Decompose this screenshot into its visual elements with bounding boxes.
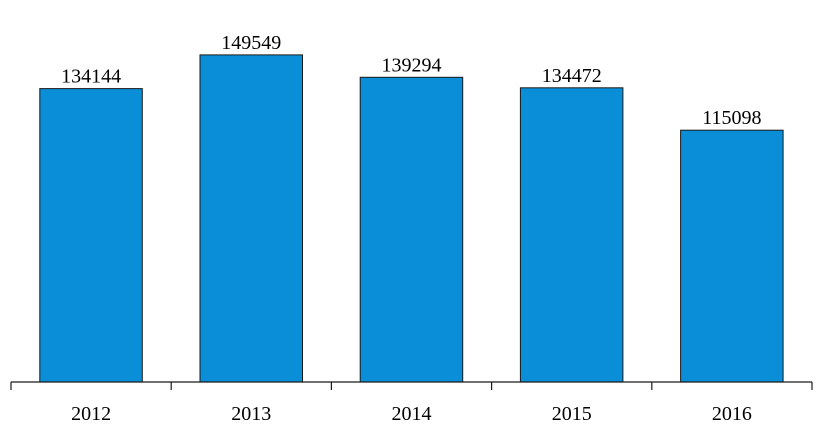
data-labels-layer: 134144 149549 139294 134472 115098	[61, 32, 761, 129]
bar-2013	[199, 54, 303, 383]
data-label-2016: 115098	[702, 107, 761, 129]
bar-2012	[39, 88, 143, 383]
x-tick-label-2016: 2016	[712, 403, 752, 424]
data-label-2015: 134472	[542, 65, 602, 87]
x-axis: 2012 2013 2014 2015 2016	[10, 381, 813, 424]
data-label-2014: 139294	[382, 54, 442, 76]
x-tick-label-2015: 2015	[552, 403, 592, 424]
x-tick-label-2014: 2014	[392, 403, 432, 424]
x-tick-label-2013: 2013	[231, 403, 271, 424]
bars-layer	[39, 54, 784, 383]
bar-2015	[519, 87, 624, 383]
data-label-2012: 134144	[61, 66, 121, 88]
data-label-2013: 149549	[221, 32, 281, 54]
x-tick-label-2012: 2012	[71, 403, 111, 424]
bar-2014	[359, 76, 464, 383]
bar-2016	[680, 129, 784, 383]
